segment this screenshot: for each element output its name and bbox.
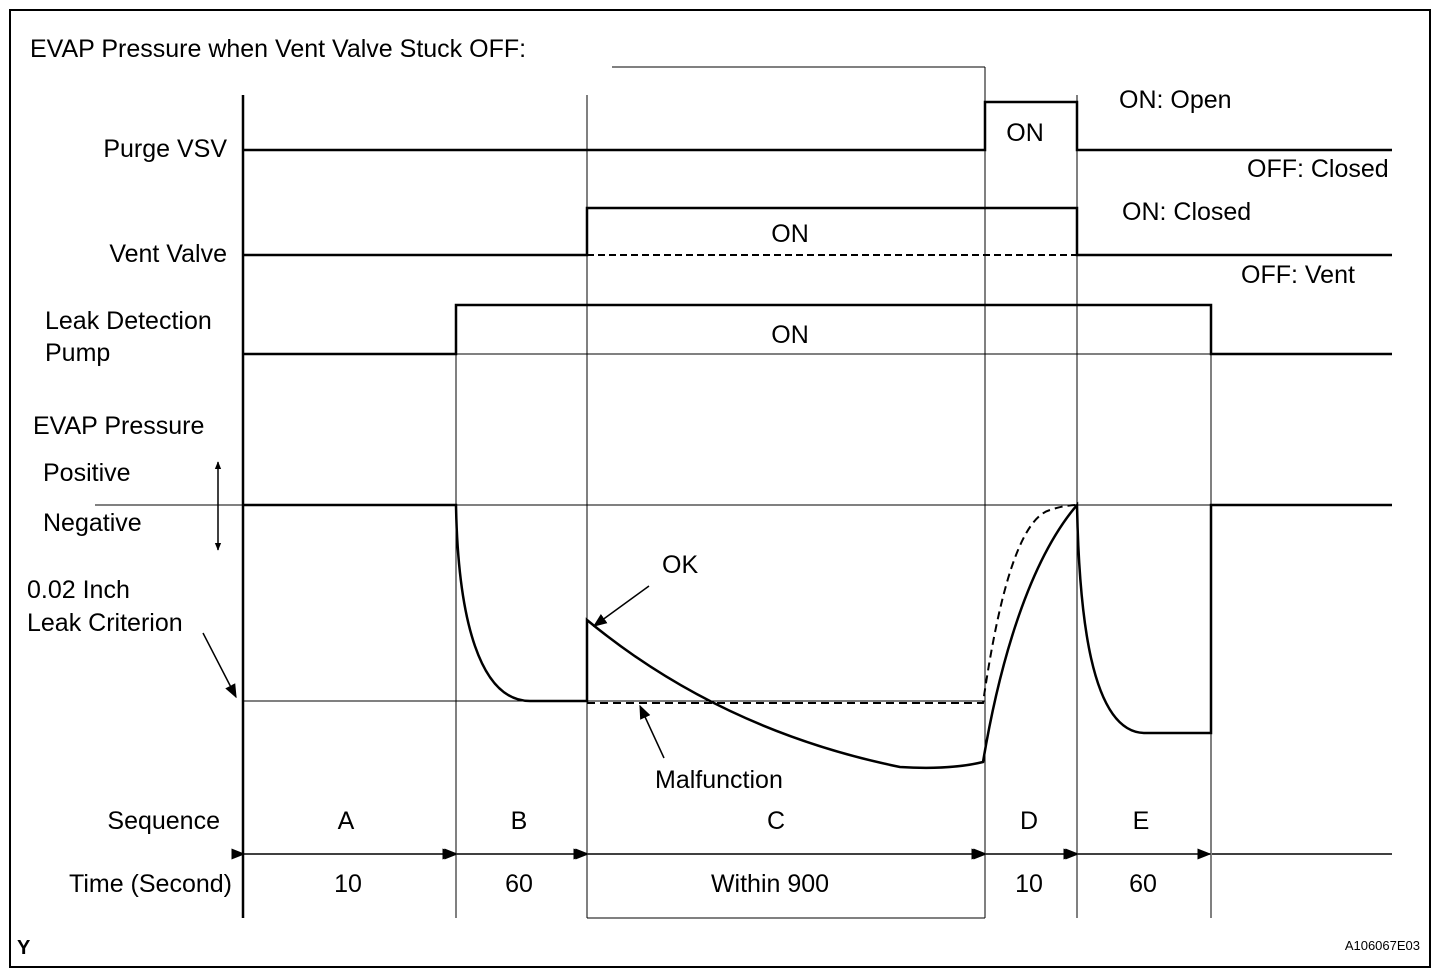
diagram-frame — [9, 9, 1431, 968]
leak-pump-signal — [243, 303, 1392, 356]
vent-valve-state-off: OFF: Vent — [1241, 261, 1355, 289]
vent-valve-label: Vent Valve — [109, 240, 227, 268]
time-value-b: 60 — [505, 870, 533, 898]
time-value-a: 10 — [334, 870, 362, 898]
diagram-title: EVAP Pressure when Vent Valve Stuck OFF: — [30, 35, 526, 63]
figure-id: A106067E03 — [1345, 938, 1420, 953]
purge-vsv-state-off: OFF: Closed — [1247, 155, 1389, 183]
vent-valve-signal — [243, 206, 1392, 257]
evap-pressure-label: EVAP Pressure — [33, 412, 204, 440]
sequence-step-e: E — [1133, 807, 1150, 835]
ok-pointer-arrow — [592, 585, 650, 627]
purge-vsv-state-on: ON: Open — [1119, 86, 1232, 114]
purge-vsv-signal — [243, 100, 1392, 152]
leak-pump-label-line2: Pump — [45, 339, 110, 367]
time-value-e: 60 — [1129, 870, 1157, 898]
leak-pump-on-label: ON — [771, 321, 809, 349]
leak-pump-label-line1: Leak Detection — [45, 307, 212, 335]
vent-valve-on-label: ON — [771, 220, 809, 248]
criterion-label-line2: Leak Criterion — [27, 609, 183, 637]
evap-pressure-curve — [243, 501, 1392, 770]
positive-label: Positive — [43, 459, 131, 487]
time-gridlines — [455, 66, 1212, 919]
criterion-pointer-arrow — [202, 632, 237, 699]
time-label: Time (Second) — [69, 870, 232, 898]
corner-mark: Y — [17, 937, 31, 959]
sequence-label: Sequence — [107, 807, 220, 835]
purge-vsv-on-label: ON — [1006, 119, 1044, 147]
sequence-step-a: A — [338, 807, 355, 835]
sequence-step-b: B — [511, 807, 528, 835]
malfunction-pointer-arrow — [639, 704, 665, 759]
malfunction-label: Malfunction — [655, 766, 783, 794]
sequence-step-c: C — [767, 807, 785, 835]
purge-vsv-label: Purge VSV — [103, 135, 227, 163]
time-value-c: Within 900 — [711, 870, 829, 898]
negative-label: Negative — [43, 509, 142, 537]
criterion-label-line1: 0.02 Inch — [27, 576, 130, 604]
vent-valve-state-on: ON: Closed — [1122, 198, 1251, 226]
time-value-d: 10 — [1015, 870, 1043, 898]
sequence-step-d: D — [1020, 807, 1038, 835]
ok-label: OK — [662, 551, 698, 579]
